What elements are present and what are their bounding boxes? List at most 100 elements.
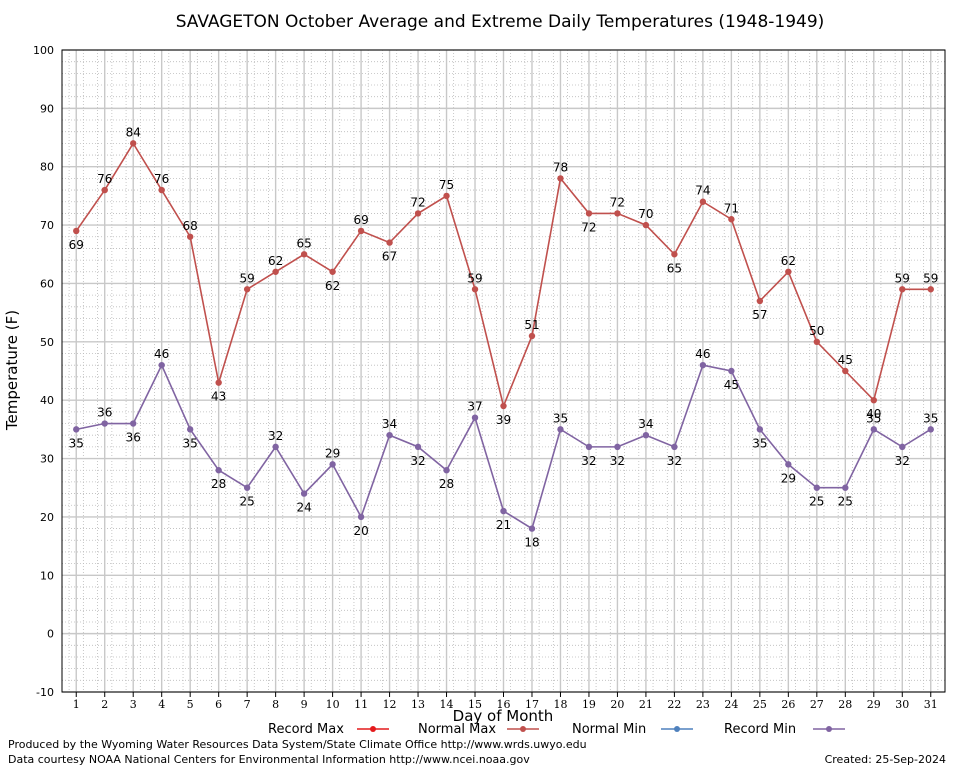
record-min-point [813,484,821,491]
legend-swatch-marker [370,726,376,732]
normal-max-point [443,192,450,200]
footer-credit-line1: Produced by the Wyoming Water Resources … [8,738,587,751]
record-min-value-label: 32 [268,429,283,443]
record-min-point [443,467,450,474]
y-axis-ticks: -10 0 10 20 30 40 50 60 70 80 90 100 [33,44,54,699]
x-tick-label: 22 [667,698,681,711]
normal-max-value-label: 84 [126,125,141,139]
record-min-point [329,461,336,468]
x-tick-label: 19 [582,698,596,711]
normal-max-point [300,251,308,258]
record-min-value-label: 25 [809,495,824,509]
normal-max-value-label: 65 [296,236,311,250]
legend-swatch-marker [674,726,680,732]
x-tick-label: 6 [215,698,222,711]
record-min-value-label: 21 [496,518,511,532]
x-tick-label: 17 [525,698,539,711]
y-tick-label: 0 [47,628,54,641]
x-tick-label: 16 [497,698,511,711]
x-tick-label: 31 [924,698,938,711]
normal-max-point [870,396,877,404]
x-tick-label: 20 [610,698,624,711]
normal-max-point [500,402,507,410]
normal-max-value-label: 59 [240,271,255,285]
x-tick-label: 8 [272,698,279,711]
normal-max-value-label: 72 [581,220,596,234]
normal-max-value-label: 67 [382,250,397,264]
normal-max-value-label: 70 [638,207,653,221]
record-min-value-label: 32 [667,454,682,468]
normal-max-point [813,338,821,346]
y-tick-label: 90 [40,102,54,115]
normal-max-value-label: 65 [667,261,682,275]
normal-max-point [357,227,365,235]
normal-max-value-label: 59 [895,271,910,285]
normal-max-point [785,268,792,275]
chart-title: SAVAGETON October Average and Extreme Da… [176,12,825,32]
record-min-point [614,443,621,451]
normal-max-value-label: 39 [496,413,511,427]
record-min-point [414,443,422,451]
footer-credit-line2: Data courtesy NOAA National Centers for … [8,753,530,766]
normal-max-value-label: 45 [838,353,853,367]
record-min-point [557,426,564,433]
normal-max-value-label: 69 [353,213,368,227]
normal-max-point [471,286,479,293]
normal-max-value-label: 72 [410,195,425,209]
record-min-value-label: 34 [638,417,653,431]
record-min-point [215,467,222,474]
normal-max-point [557,175,564,182]
record-min-value-label: 46 [695,347,710,361]
normal-max-value-label: 40 [866,407,881,421]
x-tick-label: 11 [354,698,368,711]
normal-max-value-label: 59 [467,271,482,285]
record-min-value-label: 32 [581,454,596,468]
record-min-point [300,490,308,497]
normal-max-value-label: 69 [69,238,84,252]
normal-max-point [215,379,222,386]
y-axis-label: Temperature (F) [3,310,21,431]
record-min-value-label: 18 [524,536,539,550]
x-tick-label: 26 [781,698,795,711]
footer-created-date: Created: 25-Sep-2024 [824,753,946,766]
normal-max-point [101,186,108,194]
record-min-value-label: 35 [183,436,198,450]
normal-max-point [130,140,137,147]
y-tick-label: 80 [40,161,54,174]
record-min-point [73,426,80,433]
record-min-value-label: 32 [895,454,910,468]
normal-max-value-label: 78 [553,160,568,174]
normal-max-value-label: 57 [752,308,767,322]
record-min-value-label: 35 [553,411,568,425]
record-min-point [756,426,764,433]
normal-max-point [842,367,849,375]
normal-max-value-label: 62 [325,279,340,293]
x-tick-label: 12 [383,698,397,711]
major-grid [62,49,945,693]
legend-label: Normal Min [572,722,646,737]
record-min-value-label: 28 [439,477,454,491]
normal-max-value-label: 62 [268,254,283,268]
normal-max-point [158,186,165,194]
normal-max-value-label: 71 [724,201,739,215]
normal-max-point [699,198,707,205]
record-min-value-label: 35 [69,436,84,450]
x-tick-label: 7 [244,698,251,711]
x-tick-label: 2 [101,698,108,711]
x-tick-label: 4 [158,698,165,711]
record-min-point [101,420,108,427]
normal-max-value-label: 68 [183,219,198,233]
normal-max-value-label: 76 [97,172,112,186]
normal-max-point [585,210,593,217]
record-min-point [642,432,650,439]
record-min-point [158,361,165,369]
normal-max-value-label: 59 [923,271,938,285]
legend-label: Record Max [268,722,344,737]
x-tick-label: 14 [440,698,454,711]
record-min-point [357,513,365,521]
record-min-point [671,443,678,451]
normal-max-value-label: 43 [211,390,226,404]
legend: Record Max Normal Max Normal Min Record Min [268,722,845,737]
series-layer: 69 76 84 76 68 43 59 62 65 62 69 67 72 75 59 39 51 78 72 72… [69,125,939,549]
normal-max-point [642,221,650,229]
